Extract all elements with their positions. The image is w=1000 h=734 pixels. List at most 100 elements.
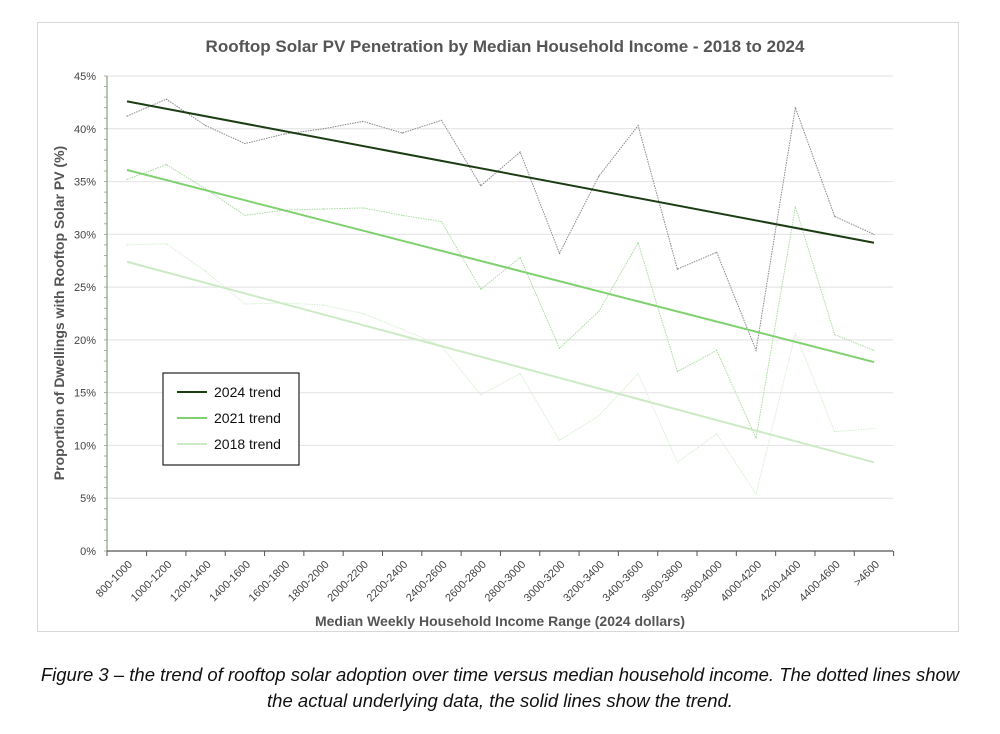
x-tick-label: 4200-4400 xyxy=(758,559,804,605)
data-point-2018 xyxy=(322,304,325,306)
x-tick-label: 4000-4200 xyxy=(718,559,764,605)
x-tick-label: >4600 xyxy=(852,559,882,589)
trend-line-2018 xyxy=(126,260,875,464)
data-point-2021 xyxy=(834,334,836,336)
y-tick-label: 25% xyxy=(74,282,96,294)
y-tick-label: 45% xyxy=(74,71,96,83)
y-tick-label: 30% xyxy=(74,229,96,241)
data-point-2024 xyxy=(126,115,128,117)
data-point-2018 xyxy=(401,328,403,330)
data-point-2018 xyxy=(676,461,679,463)
data-point-2018 xyxy=(362,312,364,315)
x-tick-label: 3400-3600 xyxy=(601,559,647,605)
data-point-2021 xyxy=(165,164,167,166)
data-point-2021 xyxy=(598,310,600,312)
x-tick-label: 1600-1800 xyxy=(247,559,293,605)
y-tick-label: 20% xyxy=(74,335,96,347)
data-point-2024 xyxy=(440,119,443,121)
figure-caption: Figure 3 – the trend of rooftop solar ad… xyxy=(40,664,960,711)
x-tick-label: 4400-4600 xyxy=(797,559,843,605)
data-point-2021 xyxy=(322,208,325,210)
x-tick-label: 800-1000 xyxy=(94,559,135,600)
x-tick-label: 1800-2000 xyxy=(286,559,332,605)
data-point-2024 xyxy=(716,251,718,253)
x-tick-label: 3000-3200 xyxy=(522,559,568,605)
x-tick-label: 3600-3800 xyxy=(640,559,686,605)
data-point-2018 xyxy=(637,373,639,375)
data-point-2024 xyxy=(598,175,600,177)
data-point-2024 xyxy=(165,98,167,100)
data-point-2018 xyxy=(165,243,167,245)
data-point-2018 xyxy=(598,415,600,417)
data-point-2018 xyxy=(794,332,796,335)
data-point-2018 xyxy=(480,394,482,396)
legend-label: 2024 trend xyxy=(214,384,281,400)
data-point-2024 xyxy=(794,107,796,109)
data-point-2018 xyxy=(873,427,875,430)
y-tick-label: 15% xyxy=(74,388,96,400)
data-point-2021 xyxy=(676,370,679,373)
x-tick-label: 2000-2200 xyxy=(325,559,371,605)
data-point-2018 xyxy=(834,431,836,433)
data-point-2021 xyxy=(244,214,246,216)
data-point-2018 xyxy=(244,303,246,305)
x-tick-label: 2200-2400 xyxy=(365,559,411,605)
data-point-2021 xyxy=(362,207,364,209)
data-line-2018 xyxy=(126,243,875,496)
data-point-2021 xyxy=(440,221,443,223)
chart-title: Rooftop Solar PV Penetration by Median H… xyxy=(206,37,805,56)
x-tick-label: 2600-2800 xyxy=(443,559,489,605)
data-point-2018 xyxy=(716,433,718,435)
y-axis-label: Proportion of Dwellings with Rooftop Sol… xyxy=(51,146,67,480)
x-tick-label: 1000-1200 xyxy=(129,559,175,605)
data-point-2021 xyxy=(401,214,403,216)
data-point-2024 xyxy=(676,268,679,270)
data-point-2021 xyxy=(873,349,875,352)
data-point-2021 xyxy=(126,178,128,181)
data-point-2021 xyxy=(480,288,482,290)
data-point-2024 xyxy=(558,252,561,254)
data-point-2021 xyxy=(794,206,796,208)
data-point-2018 xyxy=(205,270,207,272)
legend-label: 2021 trend xyxy=(214,410,281,426)
data-point-2024 xyxy=(205,125,207,127)
trend-line-2021 xyxy=(126,168,875,364)
data-point-2021 xyxy=(755,437,757,439)
y-tick-label: 10% xyxy=(74,440,96,452)
x-tick-label: 3200-3400 xyxy=(561,559,607,605)
x-tick-label: 1400-1600 xyxy=(207,559,253,605)
data-point-2021 xyxy=(716,349,718,352)
x-tick-label: 2400-2600 xyxy=(404,559,450,605)
data-point-2024 xyxy=(834,215,836,217)
data-point-2018 xyxy=(755,493,757,495)
y-tick-label: 40% xyxy=(74,124,96,136)
y-tick-label: 0% xyxy=(80,546,96,558)
data-point-2024 xyxy=(283,133,285,135)
data-point-2024 xyxy=(637,125,639,127)
data-point-2024 xyxy=(755,349,757,352)
data-point-2021 xyxy=(519,256,521,259)
data-line-2024 xyxy=(126,98,875,353)
chart-frame xyxy=(37,22,959,632)
x-tick-label: 2800-3000 xyxy=(483,559,529,605)
trend-line-2024 xyxy=(126,100,875,244)
data-point-2024 xyxy=(873,233,875,235)
x-axis-label: Median Weekly Household Income Range (20… xyxy=(315,613,685,629)
data-point-2021 xyxy=(637,242,639,244)
data-point-2024 xyxy=(401,132,403,134)
data-point-2024 xyxy=(244,142,246,145)
data-point-2021 xyxy=(558,347,561,349)
data-point-2024 xyxy=(322,128,325,130)
data-point-2024 xyxy=(519,151,521,153)
data-point-2024 xyxy=(362,120,364,122)
data-point-2024 xyxy=(480,185,482,187)
data-line-2021 xyxy=(126,164,875,440)
chart: Rooftop Solar PV Penetration by Median H… xyxy=(51,37,895,629)
data-point-2018 xyxy=(126,244,128,246)
y-tick-label: 35% xyxy=(74,177,96,189)
y-tick-label: 5% xyxy=(80,493,96,505)
x-tick-label: 3800-4000 xyxy=(679,559,725,605)
data-point-2018 xyxy=(558,439,561,441)
x-tick-label: 1200-1400 xyxy=(168,559,214,605)
data-point-2018 xyxy=(519,373,521,375)
